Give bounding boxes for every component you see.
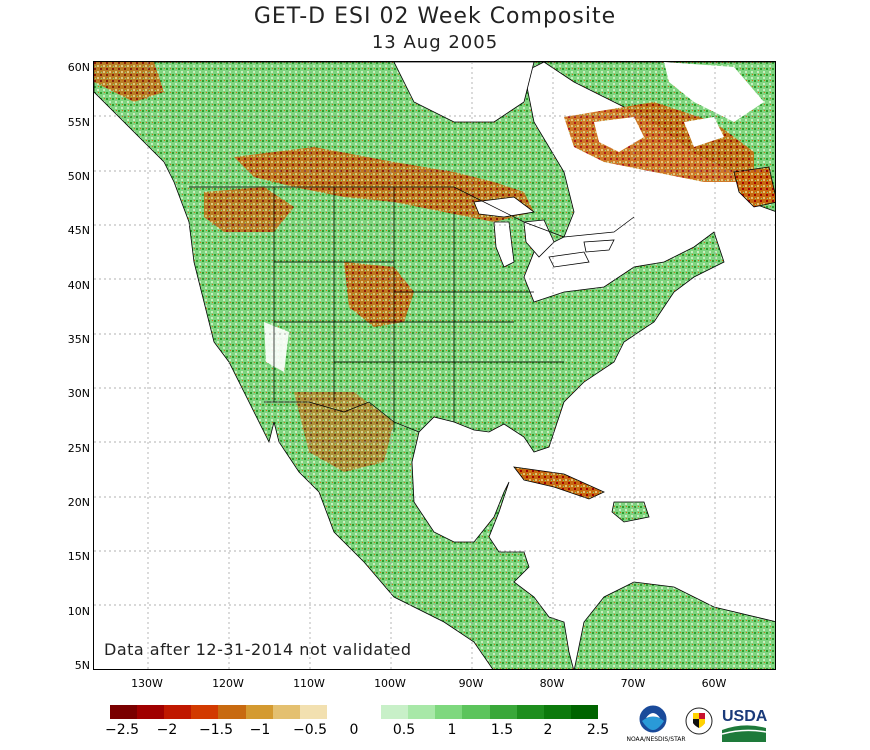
hispaniola <box>611 501 650 523</box>
dry-region-nw-coast <box>94 62 164 102</box>
colorbar-label: −2.5 <box>105 722 139 738</box>
state-lines <box>273 187 564 432</box>
lat-label-50n: 50N <box>67 170 90 183</box>
borders <box>189 186 635 433</box>
colorbar-segment <box>164 705 192 719</box>
lat-label-5n: 5N <box>74 659 90 672</box>
us-canada-border <box>189 186 635 238</box>
colorbar-label: 1 <box>447 722 457 738</box>
colorbar-label: 2.5 <box>586 722 610 738</box>
lat-label-45n: 45N <box>67 224 90 237</box>
no-data-patch-quebec <box>594 117 724 152</box>
colorbar-segment <box>299 705 327 719</box>
lon-label-110w: 110W <box>293 677 325 690</box>
colorbar-label: 0.5 <box>392 722 416 738</box>
colorbar-segment <box>137 705 165 719</box>
colorbar-segment <box>489 705 517 719</box>
no-data-patch-southwest <box>264 322 289 372</box>
usda-logo-text: USDA <box>722 708 768 725</box>
colorbar-label: −0.5 <box>293 722 327 738</box>
dry-region-plains <box>344 262 414 327</box>
colorbar-segment <box>110 705 138 719</box>
lat-label-55n: 55N <box>67 116 90 129</box>
noaa-logo <box>638 704 668 734</box>
usda-logo <box>722 725 766 742</box>
lon-label-60w: 60W <box>701 677 727 690</box>
lat-label-10n: 10N <box>67 605 90 618</box>
lat-label-30n: 30N <box>67 387 90 400</box>
colorbar-segment <box>381 705 409 719</box>
colorbar-segment <box>570 705 598 719</box>
colorbar-segment <box>353 705 382 719</box>
colorbar-segment <box>516 705 544 719</box>
colorbar-label: −1 <box>249 722 271 738</box>
land-layer <box>94 62 775 669</box>
lat-label-20n: 20N <box>67 496 90 509</box>
gridlines <box>94 62 775 669</box>
south-america-land <box>573 581 775 669</box>
lon-label-100w: 100W <box>374 677 406 690</box>
lon-label-70w: 70W <box>620 677 646 690</box>
map-title: GET-D ESI 02 Week Composite <box>253 4 617 29</box>
newfoundland <box>733 166 775 208</box>
lat-label-60n: 60N <box>67 61 90 74</box>
map-canvas <box>94 62 775 669</box>
colorbar-segment <box>191 705 219 719</box>
colorbar-label: −1.5 <box>199 722 233 738</box>
lon-label-130w: 130W <box>131 677 163 690</box>
lon-label-120w: 120W <box>212 677 244 690</box>
cuba <box>513 466 605 500</box>
lat-label-15n: 15N <box>67 550 90 563</box>
colorbar-label: 1.5 <box>490 722 514 738</box>
no-data-patch-labrador <box>664 62 764 122</box>
colorbar-segment <box>462 705 490 719</box>
colorbar-segment <box>272 705 300 719</box>
colorbar <box>110 705 598 719</box>
us-mexico-border <box>264 401 420 433</box>
colorbar-segment <box>543 705 571 719</box>
colorbar-segment <box>326 705 354 719</box>
colorbar-segment <box>245 705 273 719</box>
map-subtitle: 13 Aug 2005 <box>371 32 499 53</box>
umd-seal-logo <box>685 707 713 735</box>
colorbar-segment <box>435 705 463 719</box>
colorbar-segment <box>218 705 246 719</box>
validation-note: Data after 12-31-2014 not validated <box>104 640 412 659</box>
hudson-bay <box>393 62 535 123</box>
lat-label-35n: 35N <box>67 333 90 346</box>
colorbar-segment <box>408 705 436 719</box>
dry-region-nw <box>204 187 294 232</box>
lat-label-40n: 40N <box>67 279 90 292</box>
lon-label-80w: 80W <box>539 677 565 690</box>
dry-region-mexico <box>294 392 394 472</box>
lat-label-25n: 25N <box>67 442 90 455</box>
noaa-caption: NOAA/NESDIS/STAR <box>626 736 686 743</box>
map-panel <box>93 61 776 670</box>
colorbar-label: −2 <box>156 722 178 738</box>
colorbar-label: 0 <box>349 722 359 738</box>
lon-label-90w: 90W <box>458 677 484 690</box>
dry-region-canada <box>234 147 534 222</box>
colorbar-label: 2 <box>543 722 553 738</box>
